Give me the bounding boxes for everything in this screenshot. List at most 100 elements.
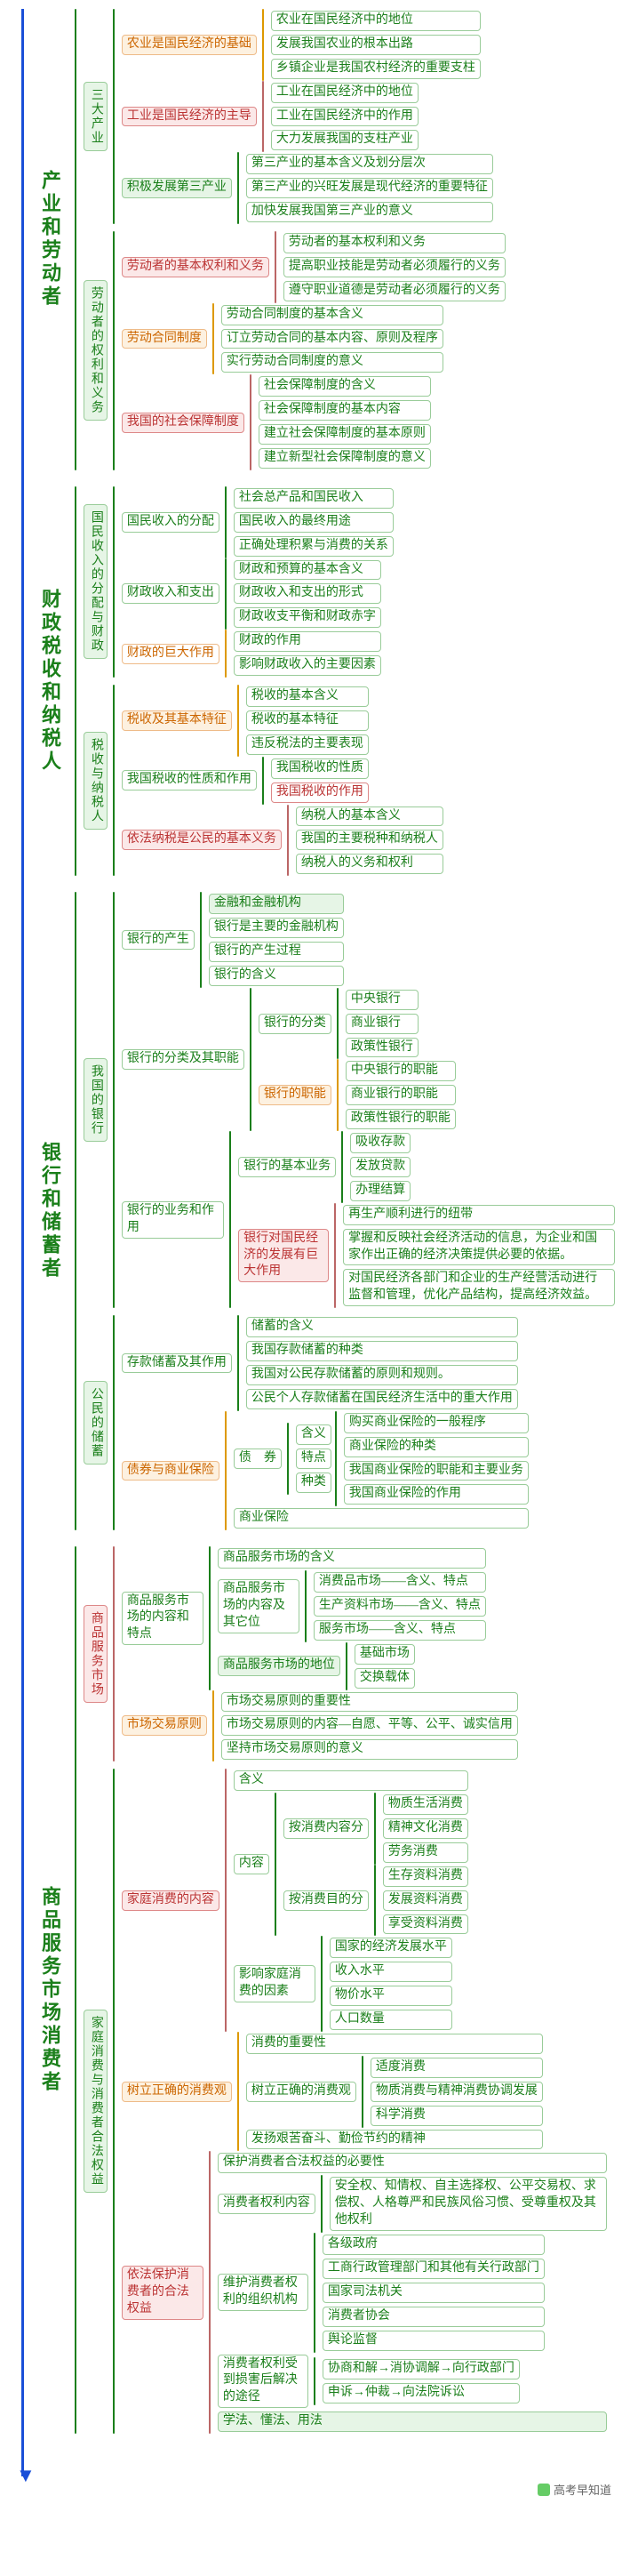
label: 积极发展第三产业 (122, 178, 232, 198)
leaf: 劳动者的基本权利和义务 (283, 233, 506, 253)
leaf: 工商行政管理部门和其他有关行政部门 (323, 2259, 545, 2279)
label: 税收及其基本特征 (122, 710, 232, 731)
leaf: 保护消费者合法权益的必要性 (218, 2153, 607, 2173)
leaf: 种类 (296, 1473, 331, 1493)
leaf: 财政的作用 (234, 631, 381, 652)
leaf: 市场交易原则的重要性 (221, 1692, 518, 1713)
label: 劳动合同制度 (122, 329, 207, 349)
section-bank: 银行和储蓄者 我国的银行 银行的产生 金融和金融机构 银行是主要的金融机构 银行… (7, 892, 615, 1530)
leaf: 消费者协会 (323, 2307, 545, 2327)
leaf: 物质生活消费 (383, 1794, 468, 1815)
leaf: 第三产业的基本含义及划分层次 (246, 154, 493, 174)
section-market: 商品服务市场消费者 商品服务市场 商品服务市场的内容和特点 商品服务市场的含义 … (7, 1546, 615, 2434)
label: 债券与商业保险 (122, 1461, 219, 1481)
label: 银行的分类 (259, 1014, 331, 1034)
leaf: 我国存款储蓄的种类 (246, 1341, 518, 1361)
leaf: 社会总产品和国民收入 (234, 488, 394, 509)
leaf: 协商和解→消协调解→向行政部门 (323, 2359, 520, 2379)
leaf: 发放贷款 (350, 1157, 411, 1177)
label: 按消费内容分 (283, 1818, 369, 1839)
leaf: 市场交易原则的内容—自愿、平等、公平、诚实信用 (221, 1715, 518, 1736)
footer-text: 高考早知道 (554, 2484, 611, 2497)
leaf: 建立新型社会保障制度的意义 (259, 448, 431, 469)
footer-icon (538, 2484, 550, 2496)
leaf: 纳税人的义务和权利 (296, 854, 443, 874)
leaf: 享受资料消费 (383, 1914, 468, 1935)
leaf: 掌握和反映社会经济活动的信息，为企业和国家作出正确的经济决策提供必要的依据。 (343, 1229, 615, 1266)
leaf: 我国对公民存款储蓄的原则和规则。 (246, 1365, 518, 1385)
label: 发扬艰苦奋斗、勤俭节约的精神 (246, 2130, 543, 2150)
leaf: 遵守职业道德是劳动者必须履行的义务 (283, 281, 506, 301)
label: 银行对国民经济的发展有巨大作用 (238, 1229, 329, 1283)
leaf: 精神文化消费 (383, 1818, 468, 1839)
leaf: 申诉→仲裁→向法院诉讼 (323, 2383, 520, 2403)
section-tax: 财政税收和纳税人 国民收入的分配与财政 国民收入的分配 社会总产品和国民收入 国… (7, 486, 615, 876)
leaf: 税收的基本含义 (246, 686, 369, 707)
leaf: 对国民经济各部门和企业的生产经营活动进行监督和管理，优化产品结构，提高经济效益。 (343, 1269, 615, 1306)
label: 树立正确的消费观 (246, 2082, 356, 2102)
leaf: 劳务消费 (383, 1842, 468, 1863)
leaf: 银行是主要的金融机构 (209, 918, 344, 938)
leaf: 含义 (296, 1424, 331, 1445)
label: 依法保护消费者的合法权益 (122, 2266, 203, 2320)
leaf: 适度消费 (371, 2058, 543, 2078)
leaf: 金融和金融机构 (209, 894, 344, 914)
leaf: 生存资料消费 (383, 1866, 468, 1887)
label: 消费者权利受到损害后解决的途径 (218, 2355, 308, 2409)
label: 银行的产生 (122, 930, 195, 951)
group-bank: 我国的银行 (84, 1058, 108, 1142)
leaf: 订立劳动合同的基本内容、原则及程序 (221, 329, 443, 349)
leaf: 办理结算 (350, 1181, 411, 1201)
leaf: 再生产顺利进行的纽带 (343, 1205, 615, 1225)
group-tax: 税收与纳税人 (84, 732, 108, 830)
label: 商品服务市场的地位 (218, 1656, 340, 1676)
leaf: 第三产业的兴旺发展是现代经济的重要特征 (246, 178, 493, 198)
leaf: 社会保障制度的含义 (259, 376, 431, 397)
label: 财政收入和支出 (122, 583, 219, 604)
label: 财政的巨大作用 (122, 644, 219, 664)
leaf: 中央银行 (346, 990, 419, 1010)
leaf: 我国商业保险的职能和主要业务 (344, 1461, 529, 1481)
timeline-spine (21, 9, 24, 2476)
leaf: 社会保障制度的基本内容 (259, 400, 431, 421)
label: 银行的分类及其职能 (122, 1049, 244, 1070)
label: 银行的业务和作用 (122, 1201, 224, 1239)
leaf: 科学消费 (371, 2106, 543, 2126)
label: 影响家庭消费的因素 (234, 1965, 315, 2002)
leaf: 公民个人存款储蓄在国民经济生活中的重大作用 (246, 1389, 518, 1409)
leaf: 劳动合同制度的基本含义 (221, 305, 443, 325)
leaf: 实行劳动合同制度的意义 (221, 352, 443, 373)
label: 市场交易原则 (122, 1715, 207, 1736)
label: 我国税收的性质和作用 (122, 770, 257, 790)
label: 国民收入的分配 (122, 512, 219, 533)
leaf: 收入水平 (330, 1962, 452, 1982)
leaf: 工业在国民经济中的地位 (271, 83, 419, 103)
leaf: 国家司法机关 (323, 2283, 545, 2303)
leaf: 坚持市场交易原则的意义 (221, 1739, 518, 1760)
leaf: 各级政府 (323, 2235, 545, 2255)
label: 家庭消费的内容 (122, 1890, 219, 1911)
group-save: 公民的储蓄 (84, 1381, 108, 1465)
leaf: 生产资料市场——含义、特点 (314, 1596, 486, 1617)
leaf: 工业在国民经济中的作用 (271, 107, 419, 127)
leaf: 安全权、知情权、自主选择权、公平交易权、求偿权、人格尊严和民族风俗习惯、受尊重权… (330, 2177, 607, 2231)
group-consumer: 家庭消费与消费者合法权益 (84, 2010, 108, 2193)
leaf: 我国的主要税种和纳税人 (296, 830, 443, 850)
leaf: 吸收存款 (350, 1133, 411, 1153)
group-income: 国民收入的分配与财政 (84, 504, 108, 659)
leaf: 大力发展我国的支柱产业 (271, 130, 419, 150)
label: 消费者权利内容 (218, 2194, 315, 2214)
leaf: 我国税收的作用 (271, 782, 369, 803)
leaf: 银行的产生过程 (209, 942, 344, 962)
leaf: 建立社会保障制度的基本原则 (259, 424, 431, 445)
leaf: 我国商业保险的作用 (344, 1484, 529, 1505)
leaf: 农业在国民经济中的地位 (271, 11, 481, 31)
label: 银行的职能 (259, 1085, 331, 1105)
root-tax: 财政税收和纳税人 (30, 486, 69, 876)
leaf: 国家的经济发展水平 (330, 1938, 452, 1958)
leaf: 发展资料消费 (383, 1890, 468, 1911)
leaf: 国民收入的最终用途 (234, 512, 394, 533)
leaf: 物质消费与精神消费协调发展 (371, 2082, 543, 2102)
leaf: 储蓄的含义 (246, 1317, 518, 1337)
label: 按消费目的分 (283, 1890, 369, 1911)
